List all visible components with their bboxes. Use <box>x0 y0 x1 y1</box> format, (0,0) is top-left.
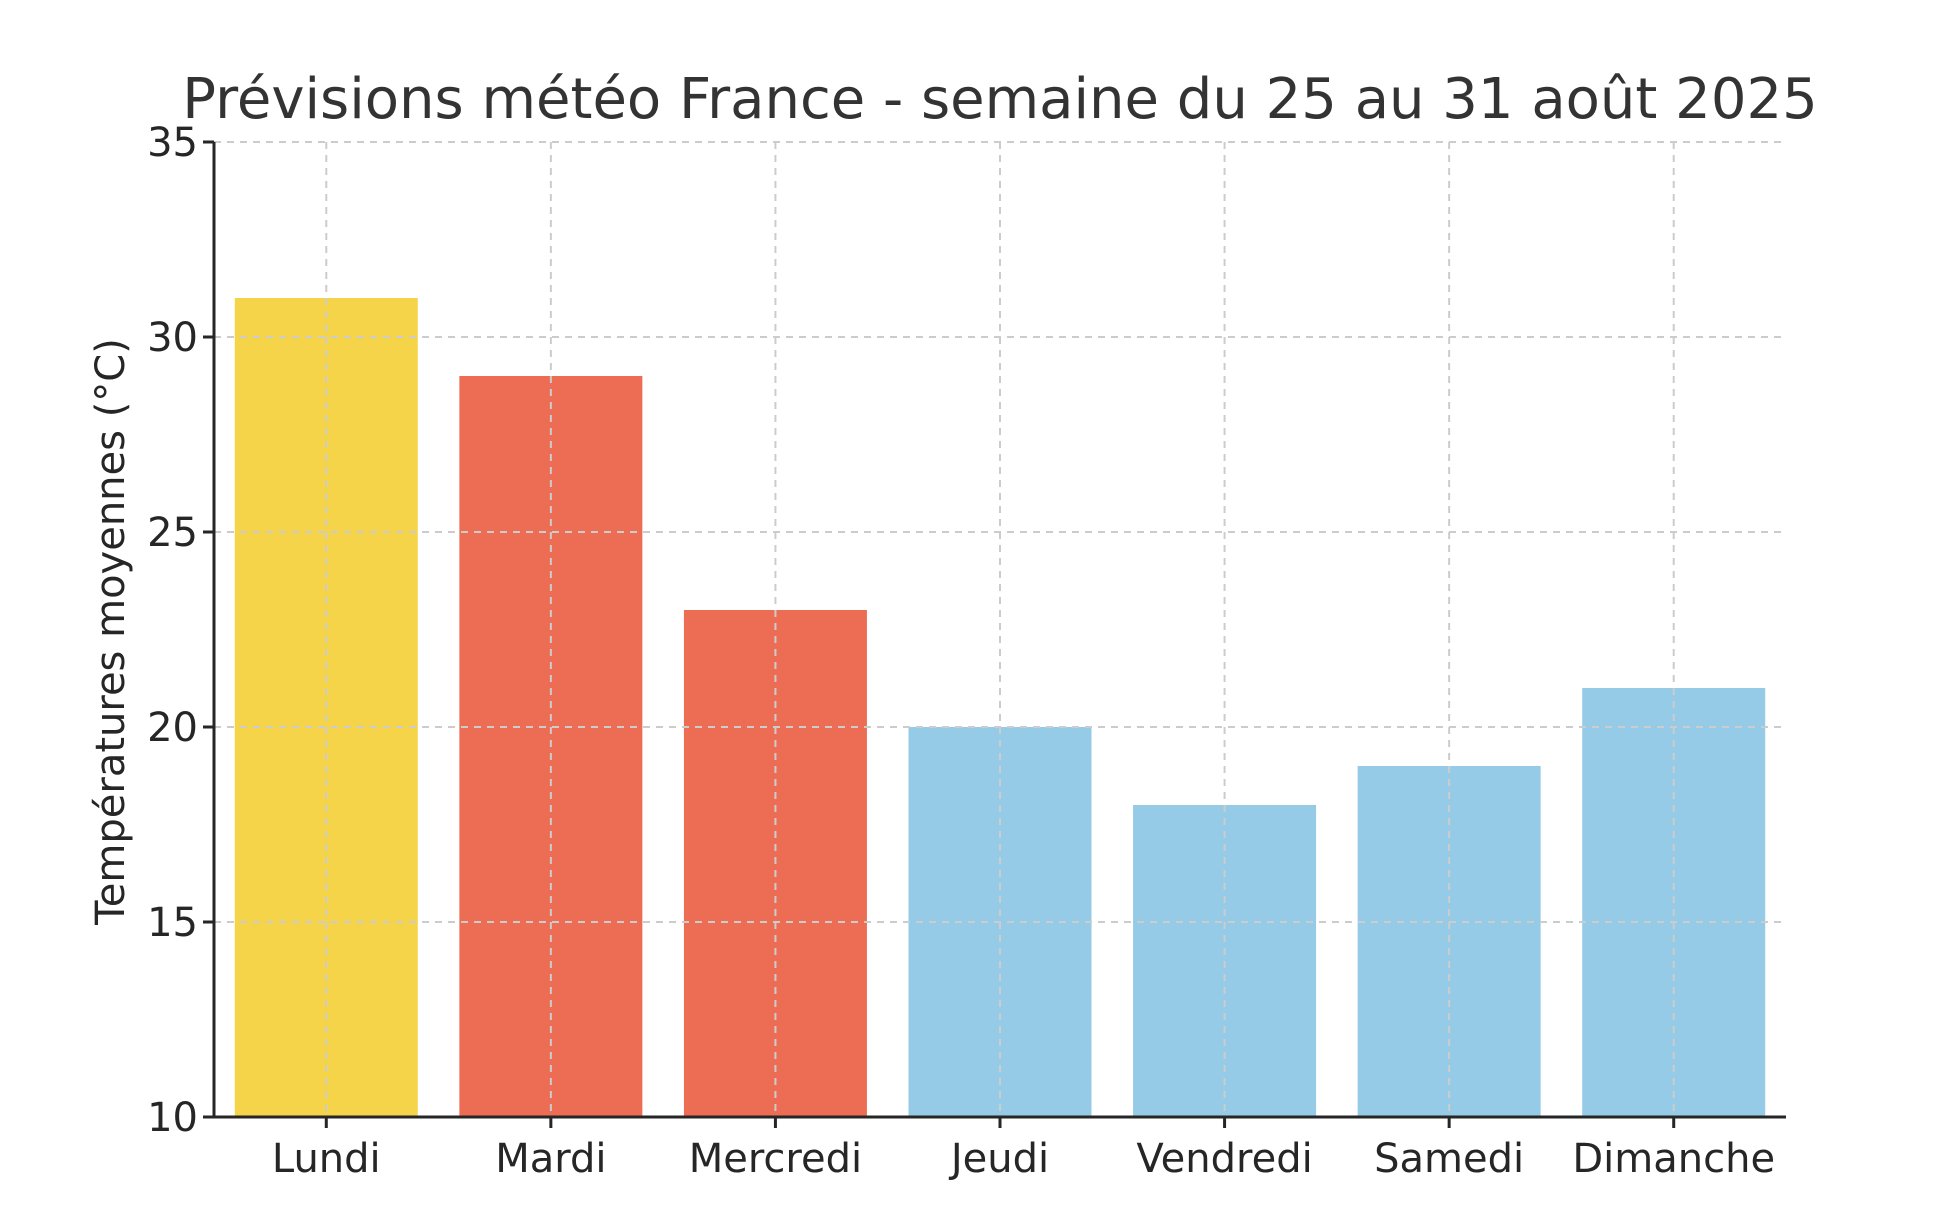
chart-title: Prévisions météo France - semaine du 25 … <box>182 67 1817 132</box>
ticks: 10 15 20 25 30 35 Lundi Mardi Mercredi Jeudi Vendr… <box>147 120 1775 1182</box>
y-tick-label: 35 <box>147 120 198 166</box>
x-tick-label: Mardi <box>495 1136 606 1182</box>
x-tick-label: Jeudi <box>948 1136 1049 1182</box>
x-tick-label: Dimanche <box>1572 1136 1775 1182</box>
y-tick-label: 20 <box>147 705 198 751</box>
x-tick-label: Mercredi <box>689 1136 862 1182</box>
y-tick-label: 25 <box>147 510 198 556</box>
x-tick-label: Samedi <box>1374 1136 1524 1182</box>
y-tick-label: 10 <box>147 1095 198 1141</box>
x-tick-label: Vendredi <box>1136 1136 1312 1182</box>
x-tick-label: Lundi <box>272 1136 381 1182</box>
y-tick-label: 15 <box>147 900 198 946</box>
y-tick-label: 30 <box>147 315 198 361</box>
y-axis-title: Températures moyennes (°C) <box>88 338 134 926</box>
